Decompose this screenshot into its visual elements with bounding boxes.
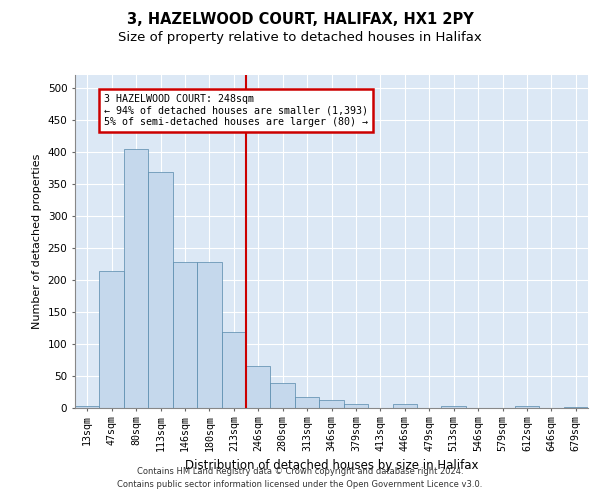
Text: 3 HAZELWOOD COURT: 248sqm
← 94% of detached houses are smaller (1,393)
5% of sem: 3 HAZELWOOD COURT: 248sqm ← 94% of detac… — [104, 94, 368, 128]
Text: 3, HAZELWOOD COURT, HALIFAX, HX1 2PY: 3, HAZELWOOD COURT, HALIFAX, HX1 2PY — [127, 12, 473, 28]
Bar — [515, 406, 539, 407]
Bar — [295, 396, 319, 407]
Bar — [75, 406, 100, 407]
Text: Contains HM Land Registry data © Crown copyright and database right 2024.
Contai: Contains HM Land Registry data © Crown c… — [118, 468, 482, 489]
Bar — [124, 149, 148, 407]
Bar — [319, 400, 344, 407]
Bar — [197, 262, 221, 408]
X-axis label: Distribution of detached houses by size in Halifax: Distribution of detached houses by size … — [185, 460, 478, 472]
Bar — [221, 332, 246, 407]
Y-axis label: Number of detached properties: Number of detached properties — [32, 154, 42, 329]
Bar — [148, 172, 173, 408]
Bar — [392, 404, 417, 407]
Bar — [173, 262, 197, 408]
Bar — [246, 366, 271, 408]
Bar — [344, 404, 368, 407]
Text: Size of property relative to detached houses in Halifax: Size of property relative to detached ho… — [118, 32, 482, 44]
Bar — [442, 406, 466, 407]
Bar — [271, 383, 295, 407]
Bar — [563, 407, 588, 408]
Bar — [100, 272, 124, 407]
